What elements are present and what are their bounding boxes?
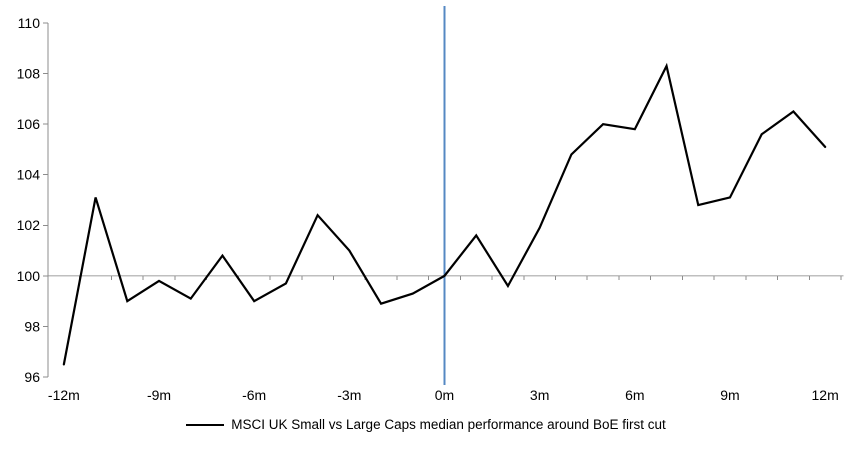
y-axis-tick-label: 106 bbox=[17, 116, 41, 132]
x-axis-tick-label: 3m bbox=[530, 387, 549, 403]
y-axis-tick-label: 102 bbox=[17, 217, 41, 233]
x-axis-tick-label: -9m bbox=[147, 387, 171, 403]
y-axis-tick-label: 104 bbox=[17, 167, 41, 183]
y-axis-tick-label: 100 bbox=[17, 268, 41, 284]
legend-label: MSCI UK Small vs Large Caps median perfo… bbox=[231, 417, 666, 432]
legend: MSCI UK Small vs Large Caps median perfo… bbox=[0, 417, 852, 432]
x-axis-tick-label: 0m bbox=[435, 387, 454, 403]
x-axis-tick-label: -6m bbox=[242, 387, 266, 403]
x-axis-tick-label: -3m bbox=[337, 387, 361, 403]
x-axis-tick-label: 12m bbox=[812, 387, 839, 403]
y-axis-tick-label: 108 bbox=[17, 65, 41, 81]
x-axis-tick-label: -12m bbox=[48, 387, 80, 403]
series-line bbox=[62, 62, 827, 366]
x-axis-tick-label: 6m bbox=[625, 387, 644, 403]
y-axis-tick-label: 110 bbox=[18, 15, 41, 31]
x-axis-tick-label: 9m bbox=[720, 387, 739, 403]
legend-line-swatch bbox=[186, 423, 225, 426]
y-axis-tick-label: 98 bbox=[24, 318, 40, 334]
y-axis-tick-label: 96 bbox=[24, 369, 40, 385]
